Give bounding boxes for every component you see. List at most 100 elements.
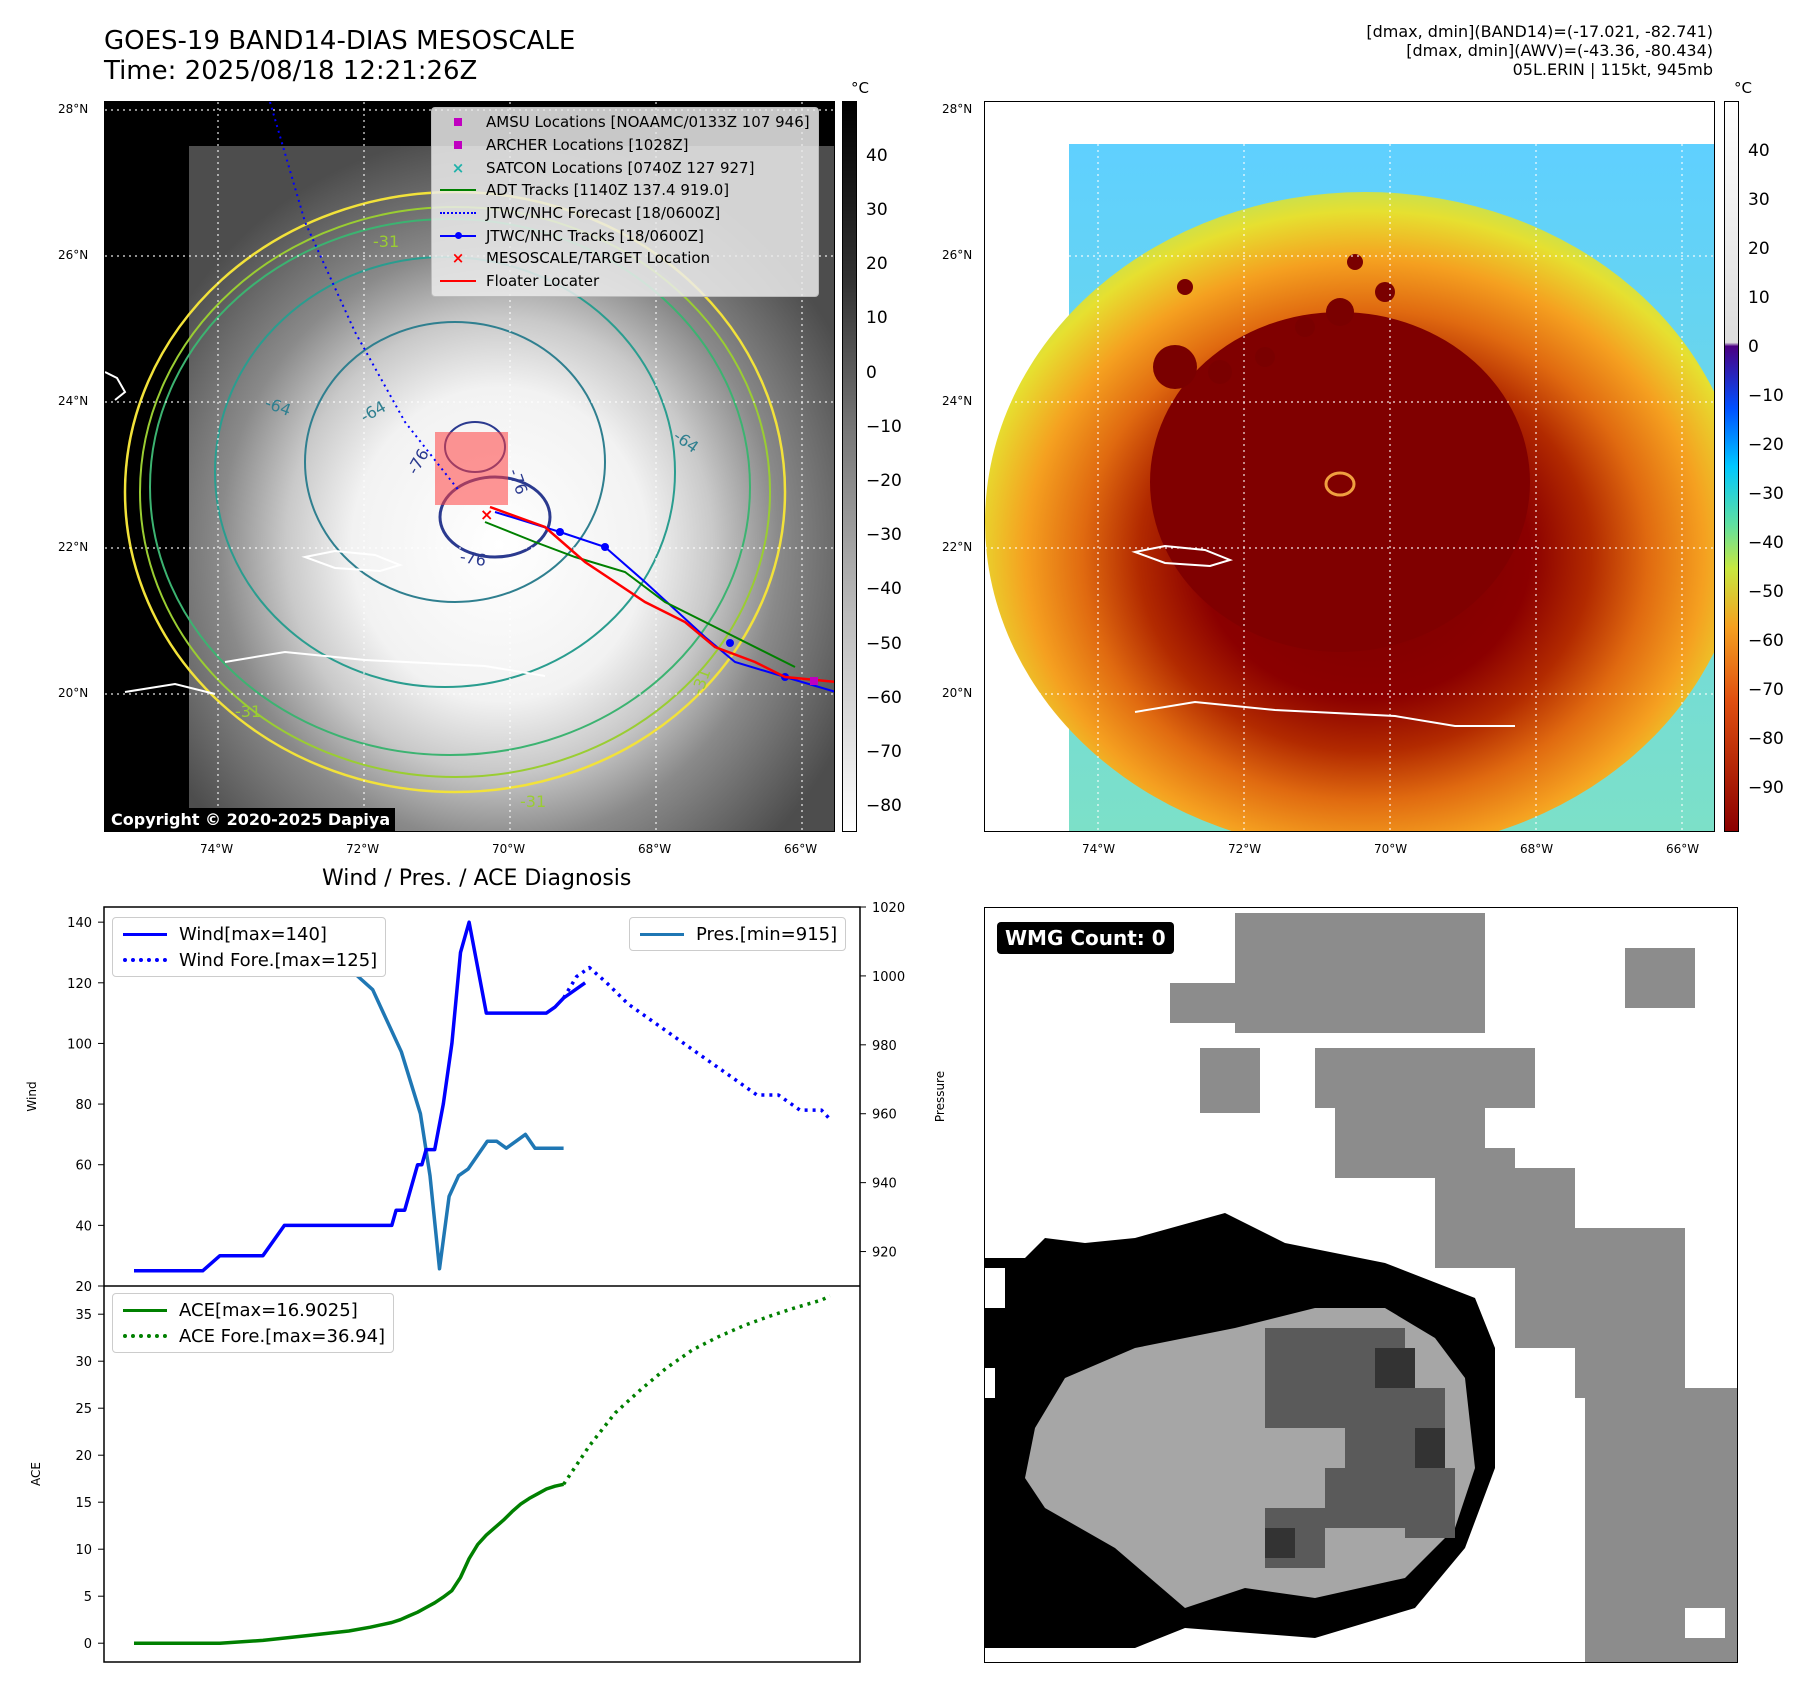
colorbar-tick: −80 xyxy=(1748,729,1784,749)
lat-label: 26°N xyxy=(58,248,89,262)
pressure-tick-label: 920 xyxy=(872,1246,897,1261)
line-marker-icon xyxy=(121,925,169,943)
lat-label: 26°N xyxy=(942,248,973,262)
lat-label: 28°N xyxy=(942,102,973,116)
chart-title: GOES-19 BAND14-DIAS MESOSCALE xyxy=(104,26,576,56)
colorbar-tick: 40 xyxy=(1748,141,1770,161)
legend-item-pressure: Pres.[min=915] xyxy=(638,921,837,947)
colorbar-tick: −40 xyxy=(1748,533,1784,553)
lon-label: 72°W xyxy=(346,842,380,856)
lat-label: 20°N xyxy=(942,686,973,700)
pressure-legend: Pres.[min=915] xyxy=(629,917,847,951)
colorbar-tick: −80 xyxy=(866,796,902,816)
wmg-panel[interactable]: WMG Count: 0 xyxy=(984,907,1738,1663)
colorbar-tick: 10 xyxy=(866,308,888,328)
ace-legend: ACE[max=16.9025] ACE Fore.[max=36.94] xyxy=(112,1293,395,1353)
wind-axis-label: Wind xyxy=(25,1081,39,1111)
diagnostic-info: [dmax, dmin](BAND14)=(-17.021, -82.741) … xyxy=(1366,22,1713,79)
wmg-count-badge: WMG Count: 0 xyxy=(997,922,1174,954)
legend-item-wind-forecast: Wind Fore.[max=125] xyxy=(121,947,377,973)
legend-item-floater: Floater Locater xyxy=(440,270,810,293)
wind-forecast-series-line xyxy=(562,965,832,1121)
copyright-badge: Copyright © 2020-2025 Dapiya xyxy=(106,808,396,831)
colorbar-tick: −30 xyxy=(1748,484,1784,504)
ace-axis-label: ACE xyxy=(29,1462,43,1486)
wmg-image xyxy=(985,913,1737,1662)
lon-label: 72°W xyxy=(1228,842,1262,856)
colorbar-tick: 20 xyxy=(1748,239,1770,259)
legend-item-ace-forecast: ACE Fore.[max=36.94] xyxy=(121,1323,385,1349)
ace-tick-label: 10 xyxy=(75,1543,92,1558)
legend-item-amsu: AMSU Locations [NOAAMC/0133Z 107 946] xyxy=(440,111,810,134)
lat-label: 24°N xyxy=(58,394,89,408)
lat-label: 22°N xyxy=(58,540,89,554)
ir-colorbar xyxy=(842,101,857,832)
ir-colorbar-unit: °C xyxy=(851,79,869,97)
legend-item-target: × MESOSCALE/TARGET Location xyxy=(440,247,810,270)
ir-legend: AMSU Locations [NOAAMC/0133Z 107 946] AR… xyxy=(431,107,819,297)
colorbar-tick: 0 xyxy=(866,363,877,383)
x-marker-icon: × xyxy=(451,158,465,177)
wind-tick-label: 120 xyxy=(67,977,92,992)
ace-forecast-series-line xyxy=(562,1294,831,1486)
colorbar-tick: 40 xyxy=(866,146,888,166)
info-awv: [dmax, dmin](AWV)=(-43.36, -80.434) xyxy=(1406,41,1713,60)
line-marker-icon xyxy=(121,1301,169,1319)
awv-colorbar xyxy=(1724,101,1739,832)
svg-text:×: × xyxy=(480,505,493,524)
lon-label: 70°W xyxy=(492,842,526,856)
ir-map-panel[interactable]: × AMSU Locations [NOAAMC/0133Z 107 946] … xyxy=(104,101,835,832)
colorbar-tick: −70 xyxy=(1748,680,1784,700)
target-box xyxy=(435,432,508,505)
square-marker-icon xyxy=(440,113,476,131)
legend-item-ace: ACE[max=16.9025] xyxy=(121,1297,385,1323)
colorbar-tick: 0 xyxy=(1748,337,1759,357)
dotted-line-icon xyxy=(440,204,476,222)
awv-map-panel[interactable] xyxy=(984,101,1715,832)
pressure-tick-label: 960 xyxy=(872,1108,897,1123)
colorbar-tick: 20 xyxy=(866,254,888,274)
lon-label: 66°W xyxy=(784,842,818,856)
pressure-tick-label: 940 xyxy=(872,1177,897,1192)
lon-label: 66°W xyxy=(1666,842,1700,856)
legend-item-jtwc-tracks: JTWC/NHC Tracks [18/0600Z] xyxy=(440,224,810,247)
ace-tick-label: 20 xyxy=(75,1449,92,1464)
lon-label: 68°W xyxy=(638,842,672,856)
ace-tick-label: 0 xyxy=(84,1637,92,1652)
colorbar-tick: −50 xyxy=(1748,582,1784,602)
ace-series-line xyxy=(134,1482,564,1645)
colorbar-tick: −10 xyxy=(1748,386,1784,406)
legend-item-satcon: × SATCON Locations [0740Z 127 927] xyxy=(440,156,810,179)
line-marker-icon xyxy=(440,272,476,290)
line-dot-icon xyxy=(440,227,476,245)
contour-label: -31 xyxy=(373,232,400,251)
colorbar-tick: −70 xyxy=(866,742,902,762)
colorbar-tick: −90 xyxy=(1748,778,1784,798)
ace-tick-label: 15 xyxy=(75,1496,92,1511)
colorbar-tick: 30 xyxy=(1748,190,1770,210)
info-storm: 05L.ERIN | 115kt, 945mb xyxy=(1512,60,1713,79)
ace-tick-label: 5 xyxy=(84,1590,92,1605)
ace-tick-label: 30 xyxy=(75,1355,92,1370)
pressure-tick-label: 1000 xyxy=(872,970,905,985)
contour-label: -31 xyxy=(520,792,547,811)
contour-label: -31 xyxy=(235,702,262,721)
colorbar-tick: −20 xyxy=(1748,435,1784,455)
chart-time: Time: 2025/08/18 12:21:26Z xyxy=(104,56,478,86)
ace-tick-label: 35 xyxy=(75,1308,92,1323)
legend-item-forecast: JTWC/NHC Forecast [18/0600Z] xyxy=(440,202,810,225)
lon-label: 68°W xyxy=(1520,842,1554,856)
colorbar-tick: 30 xyxy=(866,200,888,220)
line-marker-icon xyxy=(440,181,476,199)
lon-label: 74°W xyxy=(200,842,234,856)
lat-label: 24°N xyxy=(942,394,973,408)
lat-label: 28°N xyxy=(58,102,89,116)
ace-tick-label: 25 xyxy=(75,1402,92,1417)
pressure-axis-label: Pressure xyxy=(933,1071,947,1122)
legend-item-wind: Wind[max=140] xyxy=(121,921,377,947)
pressure-tick-label: 980 xyxy=(872,1039,897,1054)
diagnosis-chart[interactable]: 14012010080604020Wind1020100098096094092… xyxy=(0,890,980,1670)
colorbar-tick: −20 xyxy=(866,471,902,491)
wind-legend: Wind[max=140] Wind Fore.[max=125] xyxy=(112,917,387,977)
colorbar-tick: −30 xyxy=(866,525,902,545)
